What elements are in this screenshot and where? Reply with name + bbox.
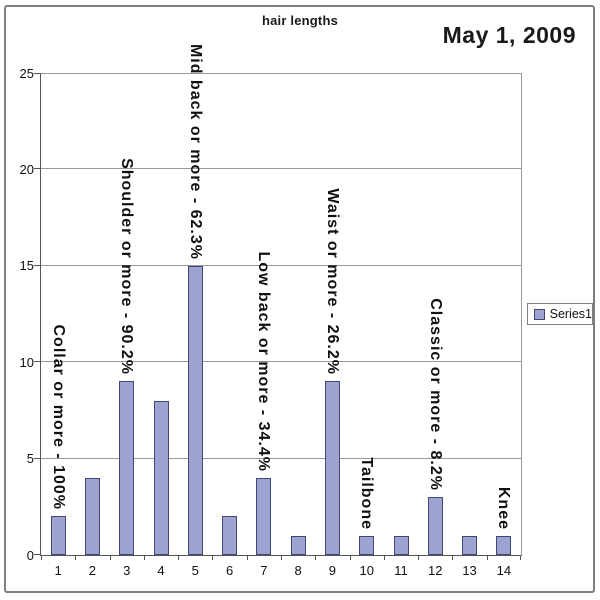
- y-axis-tick: [34, 361, 41, 363]
- x-axis-tick: [418, 555, 420, 560]
- y-axis-tick: [34, 264, 41, 266]
- y-axis-tick: [34, 457, 41, 459]
- plot-area: 0 5 10 15 20 25 1 2 3 4 5 6 7 8 9 10 11 12 13 14 Collar or m…: [20, 44, 522, 578]
- x-axis-label: 3: [123, 563, 131, 578]
- x-axis-label: 10: [359, 563, 374, 578]
- x-axis-label: 6: [225, 563, 234, 578]
- bar-annotation: Collar or more - 100%: [49, 324, 67, 511]
- legend: Series1: [527, 303, 593, 325]
- x-axis-tick: [383, 555, 385, 560]
- bar-annotation: Classic or more - 8.2%: [426, 298, 444, 492]
- x-axis-label: 11: [394, 563, 408, 578]
- x-axis-label: 7: [260, 563, 268, 578]
- legend-series-swatch-icon: [534, 308, 545, 320]
- bar: [84, 477, 100, 555]
- y-axis-tick: [34, 168, 41, 170]
- x-axis-tick: [349, 555, 351, 560]
- y-gridline: [41, 457, 521, 459]
- bar-annotation: Mid back or more - 62.3%: [186, 43, 204, 260]
- bar: [496, 535, 512, 555]
- y-axis-tick: [34, 73, 41, 74]
- date-label: May 1, 2009: [442, 22, 576, 48]
- bar: [222, 516, 238, 555]
- bar: [290, 535, 306, 555]
- x-axis-label: 4: [157, 563, 165, 578]
- y-axis-label: 10: [19, 354, 34, 370]
- bar-annotation: Shoulder or more - 90.2%: [118, 158, 136, 376]
- bar-annotation: Waist or more - 26.2%: [323, 188, 341, 376]
- x-axis-label: 5: [191, 563, 199, 578]
- y-axis-label: 0: [26, 547, 34, 563]
- x-axis-label: 14: [496, 563, 512, 578]
- x-axis-tick: [75, 555, 77, 560]
- bar: [359, 535, 375, 555]
- y-axis-label: 15: [19, 258, 34, 274]
- x-axis-label: 13: [462, 563, 477, 578]
- bar: [324, 381, 340, 555]
- bar: [153, 400, 169, 555]
- x-axis-label: 9: [328, 563, 337, 578]
- bar-annotation: Low back or more - 34.4%: [255, 251, 273, 472]
- x-axis-label: 12: [428, 563, 443, 578]
- y-axis-label: 25: [19, 65, 34, 81]
- x-axis-tick: [520, 555, 521, 560]
- x-axis-label: 2: [88, 563, 97, 578]
- bar: [427, 497, 443, 555]
- x-axis-tick: [212, 555, 214, 560]
- legend-series-label: Series1: [549, 307, 592, 321]
- x-axis-tick: [486, 555, 488, 560]
- x-axis-tick: [178, 555, 180, 560]
- bar: [187, 265, 203, 555]
- bar-annotation: Knee: [495, 486, 513, 530]
- bar: [50, 516, 66, 555]
- y-gridline: [41, 264, 521, 266]
- bar: [462, 535, 478, 555]
- x-axis-label: 8: [294, 563, 302, 578]
- x-axis-label: 1: [54, 563, 62, 578]
- x-axis-tick: [281, 555, 282, 560]
- y-axis-label: 5: [26, 451, 34, 467]
- y-axis-label: 20: [19, 161, 34, 177]
- x-axis-tick: [452, 555, 454, 560]
- y-axis-tick: [34, 554, 41, 555]
- y-gridline: [41, 73, 521, 74]
- bar-annotation: Tailbone: [358, 457, 376, 530]
- x-axis-tick: [41, 555, 42, 560]
- x-axis-tick: [315, 555, 317, 560]
- y-gridline: [41, 361, 521, 363]
- chart-title: hair lengths: [261, 13, 339, 28]
- bar: [119, 381, 135, 555]
- x-axis-tick: [246, 555, 248, 560]
- x-axis-tick: [109, 555, 111, 560]
- bar: [393, 535, 409, 555]
- y-gridline: [41, 168, 521, 170]
- bar: [256, 477, 272, 555]
- x-axis-tick: [143, 555, 145, 560]
